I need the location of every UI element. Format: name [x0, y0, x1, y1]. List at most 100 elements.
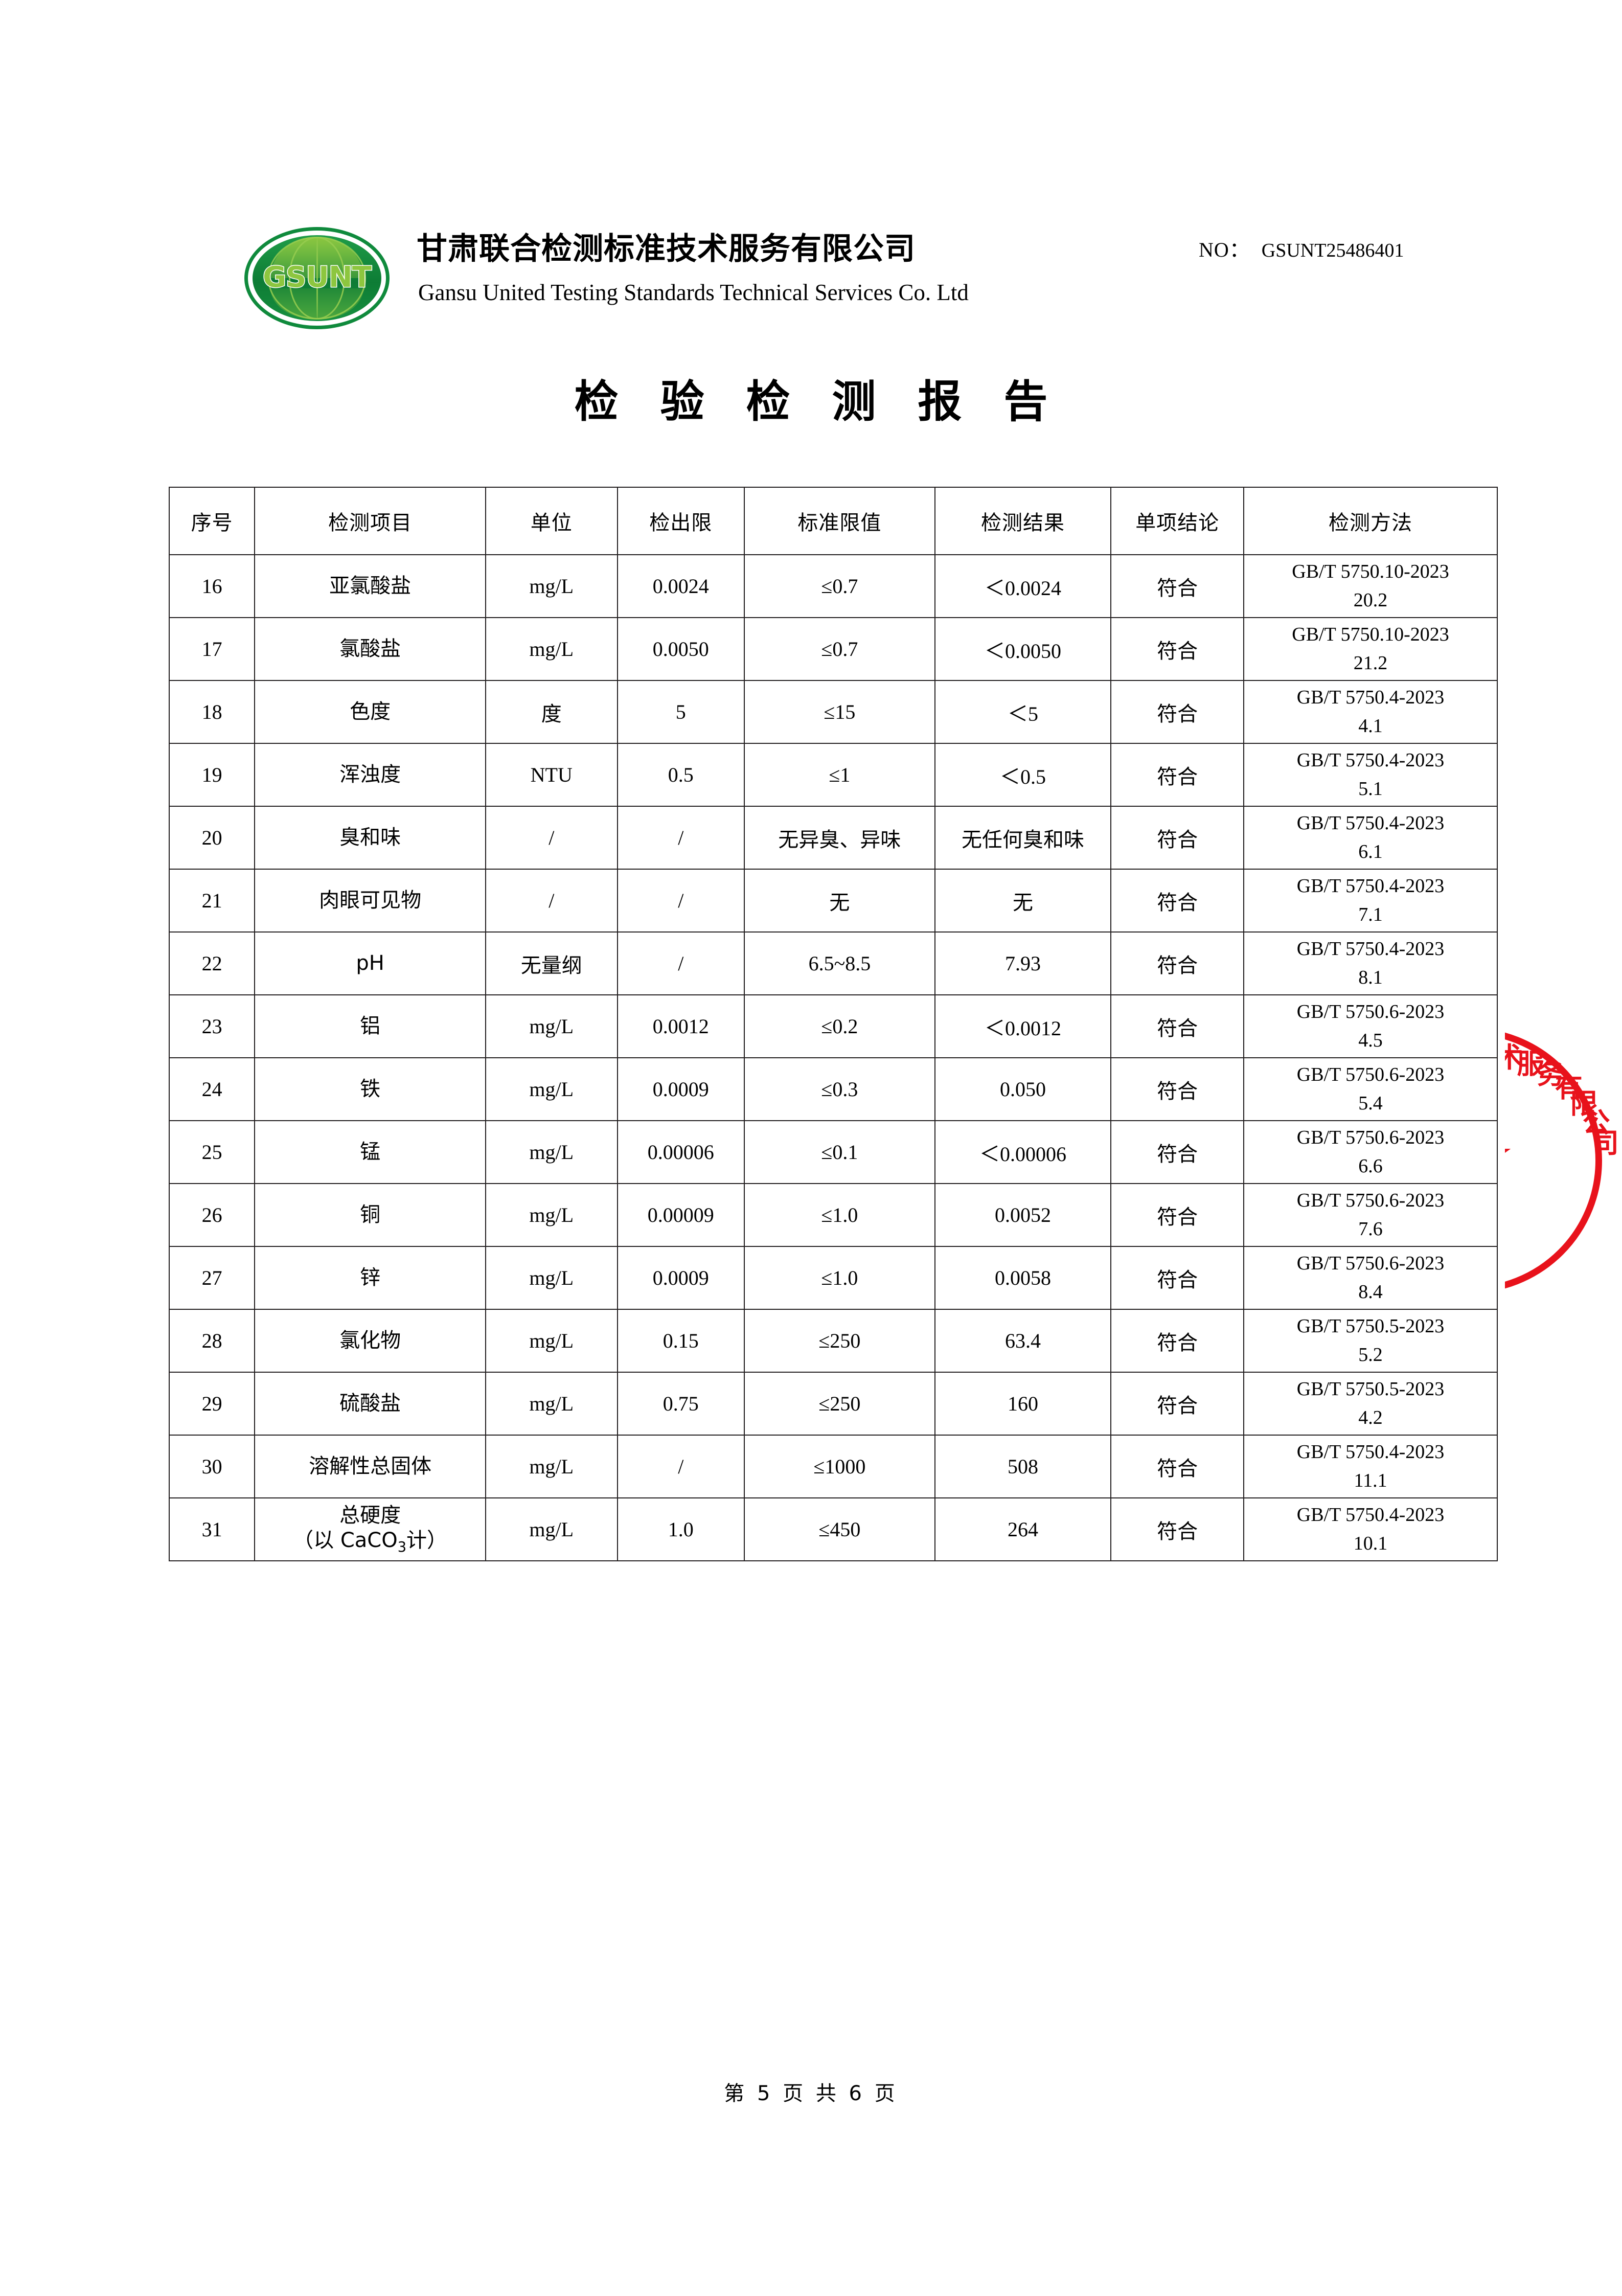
cell-method: GB/T 5750.6-2023 4.5	[1243, 994, 1498, 1058]
cell-item: 溶解性总固体	[254, 1435, 486, 1498]
report-number-label: NO：	[1199, 238, 1250, 261]
cell-detection-limit: 0.0009	[616, 1246, 745, 1310]
cell-conclusion: 符合	[1110, 1372, 1245, 1436]
table-body: 16 亚氯酸盐 mg/L 0.0024 ≤0.7 ＜0.0024 符合 GB/T…	[168, 554, 1498, 1561]
cell-standard-limit: 无异臭、异味	[744, 806, 935, 870]
cell-method: GB/T 5750.4-2023 8.1	[1243, 931, 1498, 995]
cell-conclusion: 符合	[1110, 994, 1245, 1058]
cell-result: 160	[934, 1372, 1112, 1436]
cell-standard-limit: ≤0.1	[744, 1120, 935, 1184]
seal-bottom-text: 专用	[1505, 1200, 1602, 1244]
company-name-cn: 甘肃联合检测标准技术服务有限公司	[417, 231, 916, 267]
cell-conclusion: 符合	[1110, 1246, 1245, 1310]
cell-standard-limit: ≤250	[744, 1309, 935, 1373]
cell-method: GB/T 5750.6-2023 8.4	[1243, 1246, 1498, 1310]
cell-method: GB/T 5750.10-2023 21.2	[1243, 617, 1498, 681]
cell-conclusion: 符合	[1110, 680, 1245, 744]
table-row: 21 肉眼可见物 / / 无 无 符合 GB/T 5750.4-2023 7.1	[168, 869, 1498, 933]
cell-unit: mg/L	[485, 1120, 618, 1184]
cell-standard-limit: ≤0.7	[744, 554, 935, 618]
cell-method: GB/T 5750.6-2023 5.4	[1243, 1057, 1498, 1121]
report-number-value: GSUNT25486401	[1261, 240, 1404, 261]
method-standard: GB/T 5750.4-2023	[1296, 875, 1445, 897]
cell-item: 硫酸盐	[254, 1372, 486, 1436]
cell-detection-limit: 0.0050	[616, 617, 745, 681]
cell-no: 16	[168, 554, 256, 618]
method-clause: 20.2	[1353, 589, 1388, 611]
method-standard: GB/T 5750.6-2023	[1296, 1064, 1445, 1086]
cell-result: ＜0.0050	[934, 617, 1112, 681]
method-clause: 21.2	[1353, 652, 1388, 674]
cell-unit: mg/L	[485, 554, 618, 618]
cell-no: 27	[168, 1246, 256, 1310]
page-title: 检 验 检 测 报 告	[574, 376, 1061, 427]
item-basis-post: 计）	[406, 1528, 448, 1552]
table-row: 27 锌 mg/L 0.0009 ≤1.0 0.0058 符合 GB/T 575…	[168, 1246, 1498, 1310]
cell-conclusion: 符合	[1110, 1057, 1245, 1121]
cell-detection-limit: 0.0012	[616, 994, 745, 1058]
cell-no: 22	[168, 931, 256, 995]
table-row: 24 铁 mg/L 0.0009 ≤0.3 0.050 符合 GB/T 5750…	[168, 1057, 1498, 1121]
column-header-item: 检测项目	[254, 487, 486, 555]
cell-conclusion: 符合	[1110, 1497, 1245, 1561]
cell-detection-limit: 0.00006	[616, 1120, 745, 1184]
cell-no: 17	[168, 617, 256, 681]
cell-standard-limit: 6.5~8.5	[744, 931, 935, 995]
cell-detection-limit: /	[616, 1435, 745, 1498]
cell-detection-limit: 1.0	[616, 1497, 745, 1561]
cell-result: 0.050	[934, 1057, 1112, 1121]
item-basis-pre: （以 CaCO	[293, 1528, 398, 1552]
method-clause: 10.1	[1353, 1532, 1388, 1554]
cell-no: 28	[168, 1309, 256, 1373]
cell-result: 508	[934, 1435, 1112, 1498]
cell-method: GB/T 5750.6-2023 6.6	[1243, 1120, 1498, 1184]
method-clause: 4.2	[1358, 1406, 1383, 1428]
logo-text: GSUNT	[262, 260, 373, 294]
method-standard: GB/T 5750.4-2023	[1296, 687, 1445, 709]
seal-star-icon	[1505, 1148, 1511, 1153]
cell-item: 铁	[254, 1057, 486, 1121]
column-header-standard-limit: 标准限值	[744, 487, 935, 555]
table-head: 序号 检测项目 单位 检出限 标准限值 检测结果 单项结论 检测方法	[168, 487, 1498, 555]
report-header: GSUNT 甘肃联合检测标准技术服务有限公司 Gansu United Test…	[240, 214, 1467, 331]
cell-unit: mg/L	[485, 1435, 618, 1498]
cell-item: 肉眼可见物	[254, 869, 486, 933]
cell-method: GB/T 5750.4-2023 11.1	[1243, 1435, 1498, 1498]
cell-result: ＜0.00006	[934, 1120, 1112, 1184]
method-standard: GB/T 5750.10-2023	[1292, 624, 1449, 646]
cell-no: 19	[168, 743, 256, 807]
table-row: 22 pH 无量纲 / 6.5~8.5 7.93 符合 GB/T 5750.4-…	[168, 931, 1498, 995]
cell-method: GB/T 5750.5-2023 4.2	[1243, 1372, 1498, 1436]
cell-result: 无	[934, 869, 1112, 933]
column-header-unit: 单位	[485, 487, 618, 555]
cell-detection-limit: /	[616, 806, 745, 870]
cell-unit: mg/L	[485, 1183, 618, 1247]
cell-result: ＜0.0012	[934, 994, 1112, 1058]
cell-unit: mg/L	[485, 994, 618, 1058]
seal-arc-char: 术	[1505, 1041, 1523, 1074]
cell-conclusion: 符合	[1110, 617, 1245, 681]
cell-unit: mg/L	[485, 1246, 618, 1310]
cell-item: 氯酸盐	[254, 617, 486, 681]
method-clause: 5.4	[1358, 1092, 1383, 1114]
cell-conclusion: 符合	[1110, 1435, 1245, 1498]
method-standard: GB/T 5750.4-2023	[1296, 1441, 1445, 1463]
cell-method: GB/T 5750.4-2023 7.1	[1243, 869, 1498, 933]
seal-arc-char: 公	[1582, 1106, 1610, 1139]
table-header-row: 序号 检测项目 单位 检出限 标准限值 检测结果 单项结论 检测方法	[168, 487, 1498, 555]
seal-arc-char: 务	[1537, 1058, 1565, 1090]
company-logo: GSUNT	[240, 223, 394, 333]
seal-graphic: 甘 肃 联 合 检 测 标 准 技 术 服 务 有 限 公 司 专用	[1505, 1028, 1622, 1293]
method-clause: 5.2	[1358, 1344, 1383, 1366]
cell-unit: /	[485, 806, 618, 870]
item-name: 总硬度	[339, 1504, 401, 1527]
method-clause: 4.1	[1358, 715, 1383, 737]
cell-item: pH	[254, 931, 486, 995]
cell-no: 21	[168, 869, 256, 933]
cell-result: 0.0058	[934, 1246, 1112, 1310]
cell-standard-limit: ≤250	[744, 1372, 935, 1436]
cell-detection-limit: 0.00009	[616, 1183, 745, 1247]
cell-item: 铝	[254, 994, 486, 1058]
cell-item: 浑浊度	[254, 743, 486, 807]
cell-item: 臭和味	[254, 806, 486, 870]
